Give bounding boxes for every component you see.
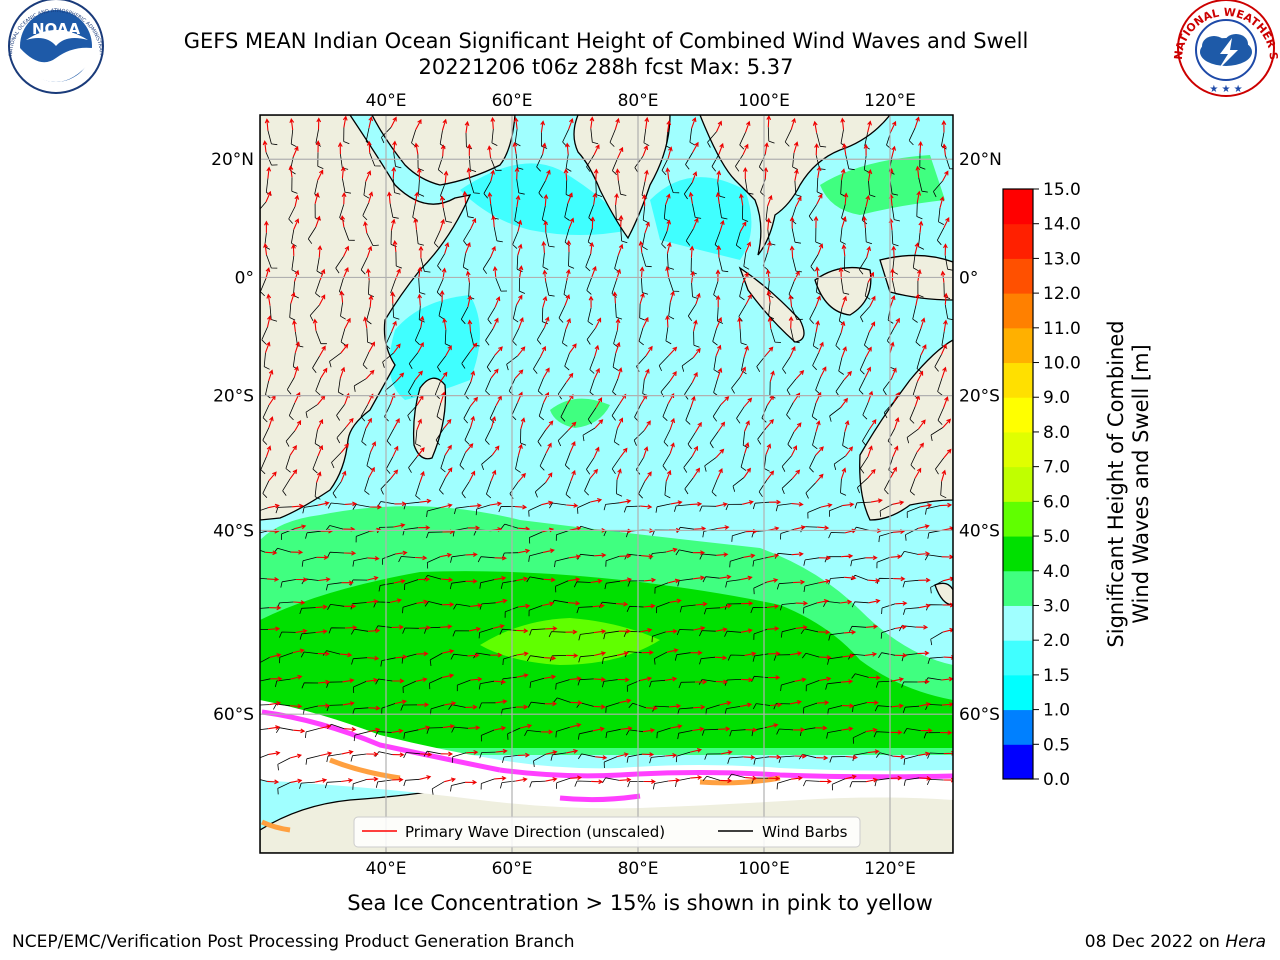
- lat-tick-left: 60°S: [213, 705, 254, 725]
- wave-band-arabian-2m: [460, 163, 630, 235]
- colorbar-tick-label: 1.5: [1043, 666, 1070, 686]
- map-legend: Primary Wave Direction (unscaled) Wind B…: [353, 816, 861, 848]
- lat-tick-left: 20°S: [213, 387, 254, 407]
- colorbar-tick-label: 1.0: [1043, 701, 1070, 721]
- lon-tick-bottom: 40°E: [366, 859, 407, 879]
- map-panel: 40°E 40°E 60°E 60°E 80°E 80°E 100°E 100°E 120°E 1…: [211, 91, 1002, 879]
- colorbar-swatch: [1003, 536, 1033, 572]
- wave-band-shelf-2m: [389, 295, 480, 400]
- colorbar-tick-label: 0.0: [1043, 770, 1070, 790]
- wave-direction-arrows: [262, 115, 953, 785]
- wave-band-south-indian-3m: [550, 398, 610, 428]
- colorbar-tick-label: 15.0: [1043, 180, 1081, 200]
- colorbar-swatch: [1003, 362, 1033, 398]
- map-frame: [259, 114, 954, 854]
- colorbar-tick-label: 2.0: [1043, 631, 1070, 651]
- colorbar-tick-label: 7.0: [1043, 458, 1070, 478]
- colorbar-tick-label: 10.0: [1043, 354, 1081, 374]
- lon-tick-bottom: 60°E: [492, 859, 533, 879]
- colorbar-swatch: [1003, 605, 1033, 641]
- svg-text:★ ★ ★: ★ ★ ★: [1209, 84, 1242, 95]
- colorbar-tick-label: 6.0: [1043, 492, 1070, 512]
- colorbar-swatch: [1003, 293, 1033, 329]
- colorbar-tick-label: 8.0: [1043, 423, 1070, 443]
- wind-barbs: [260, 127, 953, 795]
- colorbar-swatch: [1003, 674, 1033, 711]
- colorbar-swatch: [1003, 744, 1033, 780]
- sea-ice-edge: [260, 709, 953, 833]
- lat-tick-left: 40°S: [213, 521, 254, 541]
- sumatra-land: [738, 266, 805, 343]
- chart-subtitle: 20221206 t06z 288h fcst Max: 5.37: [418, 55, 794, 79]
- footer-date-text: 08 Dec 2022 on: [1084, 932, 1220, 952]
- lat-tick-right: 20°N: [959, 150, 1002, 170]
- wave-arrow-field: [262, 115, 953, 785]
- colorbar-swatch: [1003, 189, 1033, 225]
- colorbar-swatch: [1003, 501, 1033, 537]
- colorbar: 0.0 0.5 1.0 1.5 2.0 3.0 4.0 5.0 6.0 7.0 8.0 9.0 10.0…: [1002, 180, 1153, 790]
- legend-wave-label: Primary Wave Direction (unscaled): [405, 823, 665, 841]
- colorbar-swatch: [1003, 258, 1033, 294]
- nws-logo-ring-text: NATIONAL WEATHER SERVICE: [0, 0, 1280, 61]
- lat-tick-right: 40°S: [959, 521, 1000, 541]
- chart-title: GEFS MEAN Indian Ocean Significant Heigh…: [183, 29, 1029, 53]
- colorbar-tick-label: 9.0: [1043, 388, 1070, 408]
- sea-ice-caption: Sea Ice Concentration > 15% is shown in …: [347, 891, 933, 915]
- lon-tick-top: 100°E: [738, 91, 790, 111]
- lat-tick-left: 20°N: [211, 150, 254, 170]
- colorbar-swatch: [1003, 431, 1033, 468]
- colorbar-tick-label: 13.0: [1043, 249, 1081, 269]
- colorbar-tick-label: 0.5: [1043, 735, 1070, 755]
- axis-tick-labels: 40°E 40°E 60°E 60°E 80°E 80°E 100°E 100°E 120°E 1…: [211, 91, 1002, 879]
- footer-credit: NCEP/EMC/Verification Post Processing Pr…: [12, 932, 575, 952]
- lat-tick-right: 60°S: [959, 705, 1000, 725]
- legend-barb-label: Wind Barbs: [762, 823, 848, 841]
- colorbar-tick-label: 14.0: [1043, 215, 1081, 235]
- colorbar-label-line1: Significant Height of Combined: [1104, 320, 1128, 647]
- colorbar-tick-label: 3.0: [1043, 596, 1070, 616]
- footer-date: 08 Dec 2022 on Hera: [1085, 932, 1266, 952]
- colorbar-swatch: [1003, 570, 1033, 606]
- colorbar-swatch: [1003, 466, 1033, 502]
- wave-band-north-3m: [820, 155, 945, 215]
- lon-tick-bottom: 100°E: [738, 859, 790, 879]
- tasmania-land: [934, 582, 953, 606]
- colorbar-label-line2: Wind Waves and Swell [m]: [1129, 344, 1153, 624]
- svg-text:NATIONAL WEATHER SERVICE: NATIONAL WEATHER SERVICE: [0, 0, 1280, 61]
- wind-barb-field: [260, 127, 953, 795]
- lon-tick-bottom: 120°E: [864, 859, 916, 879]
- colorbar-swatch: [1003, 327, 1033, 364]
- noaa-logo: NOAA NATIONAL OCEANIC AND ATMOSPHERIC AD…: [0, 0, 104, 94]
- lat-tick-right: 20°S: [959, 387, 1000, 407]
- colorbar-swatch: [1003, 397, 1033, 433]
- footer-host: Hera: [1225, 932, 1266, 952]
- colorbar-swatch: [1003, 640, 1033, 676]
- lat-tick-right: 0°: [959, 268, 978, 288]
- colorbar-swatch: [1003, 223, 1033, 259]
- colorbar-tick-label: 11.0: [1043, 319, 1081, 339]
- lon-tick-top: 40°E: [366, 91, 407, 111]
- lon-tick-bottom: 80°E: [618, 859, 659, 879]
- lon-tick-top: 60°E: [492, 91, 533, 111]
- colorbar-frame: [1002, 188, 1034, 780]
- graticule: [260, 115, 953, 853]
- lat-tick-left: 0°: [235, 268, 254, 288]
- colorbar-swatch: [1003, 709, 1033, 745]
- colorbar-tick-label: 4.0: [1043, 562, 1070, 582]
- noaa-logo-text: NOAA: [32, 20, 81, 38]
- lon-tick-top: 80°E: [618, 91, 659, 111]
- sea-ice-zone: [260, 700, 953, 809]
- colorbar-tick-label: 5.0: [1043, 527, 1070, 547]
- colorbar-swatches: [1003, 189, 1033, 780]
- lon-tick-top: 120°E: [864, 91, 916, 111]
- colorbar-ticks: 0.0 0.5 1.0 1.5 2.0 3.0 4.0 5.0 6.0 7.0 8.0 9.0 10.0…: [1033, 180, 1081, 790]
- colorbar-tick-label: 12.0: [1043, 284, 1081, 304]
- nws-logo: NATIONAL WEATHER SERVICE ★ ★ ★: [0, 0, 1280, 97]
